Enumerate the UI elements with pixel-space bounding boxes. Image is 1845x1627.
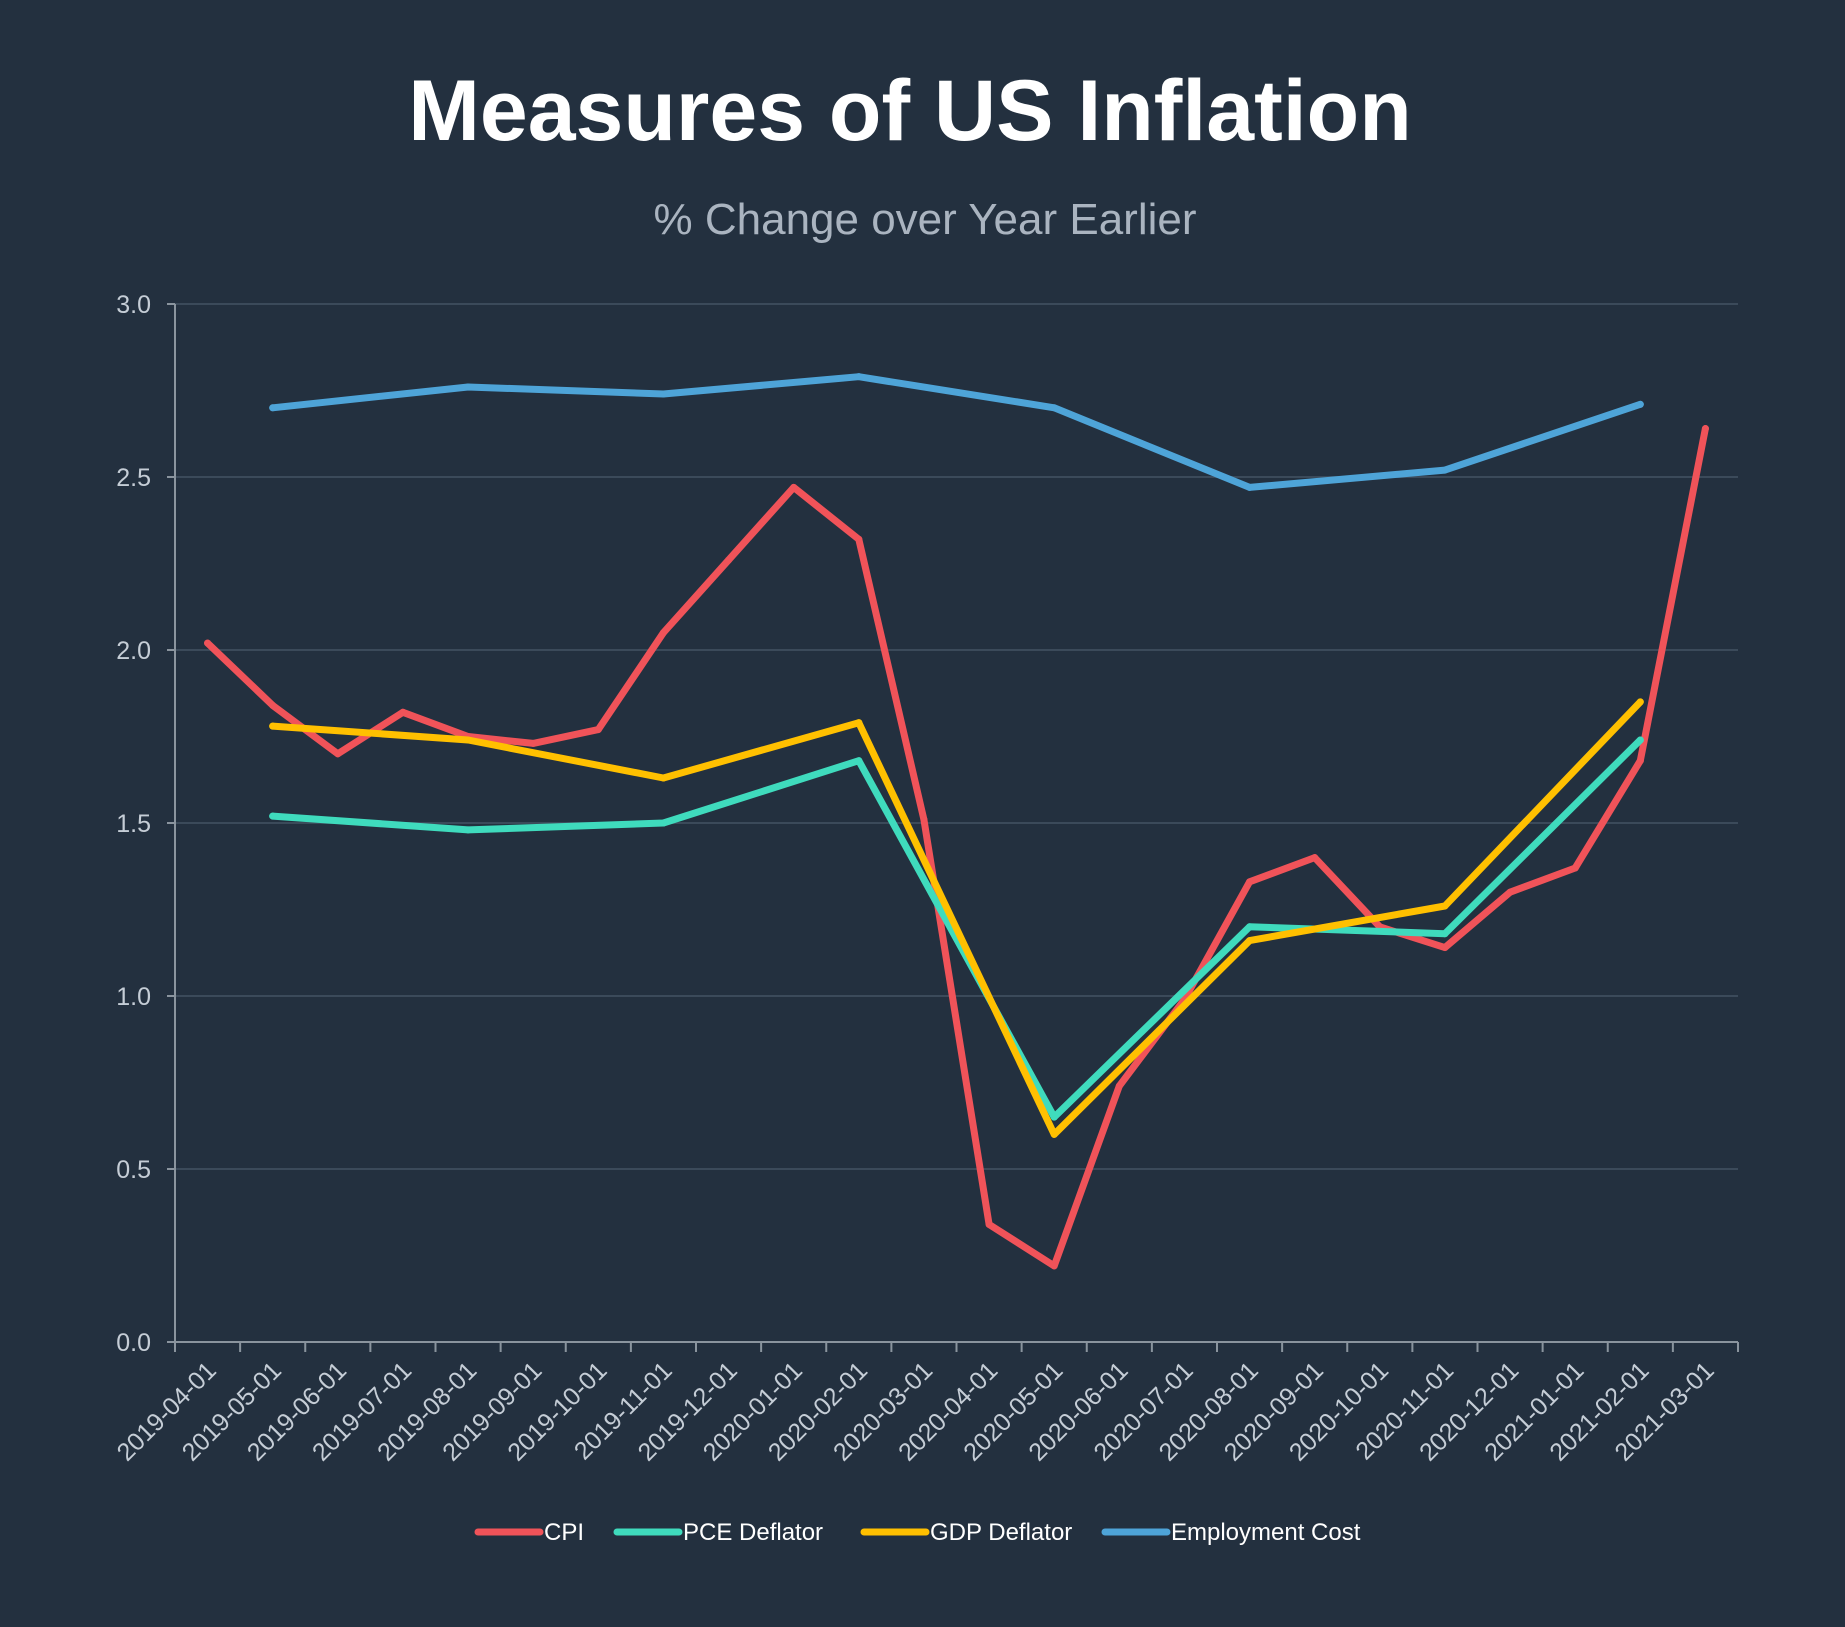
series-line-gdp-deflator <box>269 698 1644 1138</box>
data-point <box>659 390 667 398</box>
legend-label: CPI <box>544 1519 584 1546</box>
data-point <box>659 819 667 827</box>
data-point <box>659 629 667 637</box>
series-lines <box>204 373 1709 1270</box>
data-point <box>269 404 277 412</box>
data-point <box>269 812 277 820</box>
y-tick-label: 2.5 <box>116 464 151 492</box>
data-point <box>1441 944 1449 952</box>
legend-label: GDP Deflator <box>930 1519 1072 1546</box>
data-point <box>1701 425 1709 433</box>
data-point <box>1636 698 1644 706</box>
data-point <box>529 739 537 747</box>
legend: CPI PCE Deflator GDP Deflator Employment Co… <box>474 1519 1361 1546</box>
chart-title: Measures of US Inflation <box>408 63 1412 159</box>
data-point <box>334 750 342 758</box>
y-tick-label: 0.0 <box>116 1329 151 1357</box>
data-point <box>1441 902 1449 910</box>
data-point <box>1246 937 1254 945</box>
data-point <box>1050 1130 1058 1138</box>
data-point <box>725 556 733 564</box>
y-tick-label: 3.0 <box>116 291 151 319</box>
data-point <box>1506 888 1514 896</box>
data-point <box>1441 930 1449 938</box>
series-line-employment-cost <box>269 373 1644 491</box>
data-point <box>1115 1082 1123 1090</box>
y-tick-label: 2.0 <box>116 637 151 665</box>
data-point <box>790 483 798 491</box>
data-point <box>1441 466 1449 474</box>
data-point <box>1636 400 1644 408</box>
y-tick-label: 1.5 <box>116 810 151 838</box>
data-point <box>1246 483 1254 491</box>
data-point <box>464 383 472 391</box>
series-line-pce-deflator <box>269 736 1644 1121</box>
data-point <box>920 816 928 824</box>
data-point <box>1050 1262 1058 1270</box>
data-point <box>1050 404 1058 412</box>
data-point <box>464 826 472 834</box>
gridlines <box>175 303 1738 1170</box>
data-point <box>1050 1113 1058 1121</box>
chart-subtitle: % Change over Year Earlier <box>654 195 1197 244</box>
data-point <box>1246 923 1254 931</box>
data-point <box>1311 854 1319 862</box>
data-point <box>855 757 863 765</box>
data-point <box>985 1220 993 1228</box>
data-point <box>594 726 602 734</box>
data-point <box>399 708 407 716</box>
data-point <box>269 701 277 709</box>
legend-label: Employment Cost <box>1171 1519 1361 1546</box>
data-point <box>269 722 277 730</box>
data-point <box>855 535 863 543</box>
data-point <box>204 639 212 647</box>
data-point <box>1571 864 1579 872</box>
data-point <box>659 774 667 782</box>
data-point <box>1636 736 1644 744</box>
y-tick-label: 0.5 <box>116 1156 151 1184</box>
data-point <box>1246 878 1254 886</box>
data-point <box>464 736 472 744</box>
legend-label: PCE Deflator <box>683 1519 823 1546</box>
y-tick-label: 1.0 <box>116 983 151 1011</box>
data-point <box>855 373 863 381</box>
series-line-cpi <box>204 425 1709 1270</box>
data-point <box>855 719 863 727</box>
data-point <box>1636 757 1644 765</box>
